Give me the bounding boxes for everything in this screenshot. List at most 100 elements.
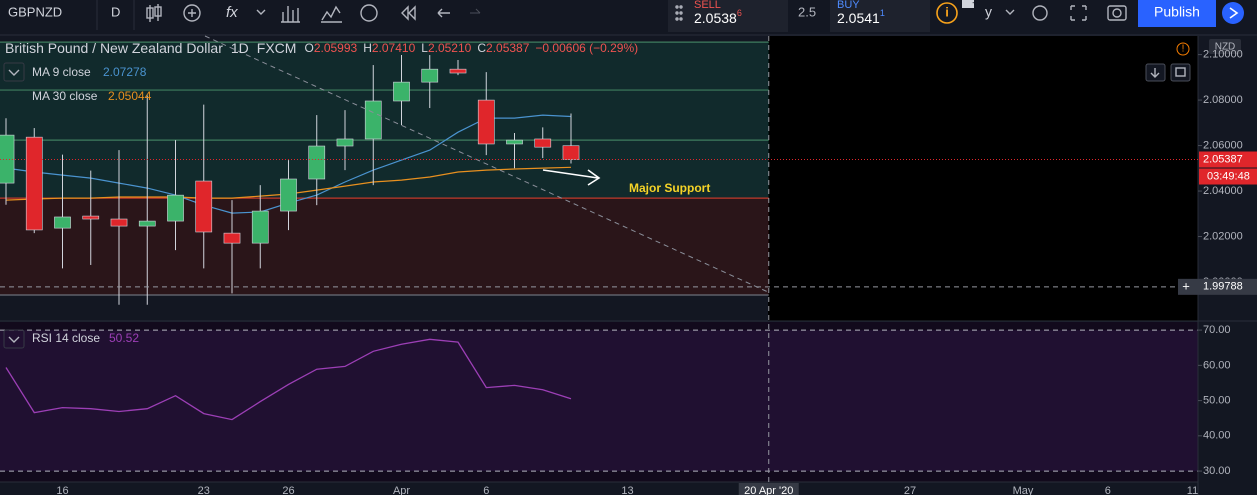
candle-body	[449, 68, 467, 74]
x-tick-label: Apr	[393, 485, 410, 495]
y-tick-label: 2.10000	[1203, 49, 1243, 61]
toolbar: GBPNZD D fx SELL 2.05386 2.5 BUY 2.05411…	[0, 0, 1257, 36]
open-value: 2.05993	[314, 41, 358, 55]
crosshair-y-box	[1178, 278, 1257, 295]
scroll-glyph	[1150, 68, 1160, 78]
fullscreen-icon[interactable]	[1070, 5, 1087, 21]
resistance-zone	[0, 198, 769, 295]
snapshot-icon[interactable]	[1107, 5, 1127, 21]
symbol[interactable]: GBPNZD	[8, 4, 62, 19]
crosshair-y-label: 1.99788	[1203, 281, 1243, 293]
pair: British Pound / New Zealand Dollar	[5, 40, 223, 56]
legend: British Pound / New Zealand Dollar 1D FXCM…	[3, 39, 1241, 349]
x-tick-label: 26	[282, 485, 294, 495]
change: −0.00606 (−0.29%)	[535, 41, 638, 55]
play-button[interactable]	[1222, 2, 1244, 24]
candle-body	[280, 178, 297, 212]
plus-icon	[188, 9, 196, 17]
currency: NZD	[1215, 42, 1236, 53]
y-tick-label: 2.02000	[1203, 230, 1243, 242]
candle-body	[110, 218, 128, 227]
collapse-button[interactable]	[3, 329, 25, 349]
maximize-glyph	[1175, 67, 1186, 77]
fx-icon[interactable]: fx	[226, 4, 238, 21]
add-indicator-icon[interactable]	[183, 4, 201, 22]
high-value: 2.07410	[372, 41, 416, 55]
rsi-label: RSI 14 close	[32, 331, 100, 345]
low-value: 2.05210	[428, 41, 472, 55]
x-tick-label: May	[1013, 485, 1034, 495]
legend-title: British Pound / New Zealand Dollar 1D FXCM…	[5, 40, 638, 56]
y-tick-label: 2.08000	[1203, 94, 1243, 106]
legend-interval: 1D	[231, 40, 249, 56]
compare-icon[interactable]	[321, 5, 342, 23]
candle-body	[138, 220, 156, 227]
x-tick-label: 23	[198, 485, 210, 495]
high-label: H	[363, 41, 372, 55]
plus-button[interactable]	[962, 0, 974, 8]
candle-body	[251, 210, 269, 244]
redo-icon[interactable]	[470, 8, 481, 14]
alert-icon[interactable]	[360, 4, 378, 22]
dropdown-icon[interactable]	[256, 9, 266, 15]
y-tick-label: 30.00	[1203, 465, 1231, 477]
arrow	[542, 169, 601, 186]
replay-icon[interactable]	[401, 5, 416, 21]
trend-line	[204, 35, 769, 293]
settings-icon[interactable]	[1032, 5, 1048, 21]
close-label: C	[477, 41, 486, 55]
ma30-label: MA 30 close	[32, 89, 98, 103]
sell-box[interactable]	[668, 0, 788, 32]
spread: 2.5	[798, 4, 816, 19]
candle-body	[0, 134, 15, 184]
candle-body	[167, 194, 184, 222]
legend-source: FXCM	[257, 40, 297, 56]
candle-body	[421, 68, 439, 83]
candle-body	[393, 81, 410, 102]
y-tick-label: 2.06000	[1203, 139, 1243, 151]
candle-body	[506, 139, 523, 145]
rsi-line	[5, 338, 572, 421]
ma9-value: 2.07278	[103, 65, 147, 79]
x-tick-label: 6	[483, 485, 489, 495]
y-tick-label: 2.04000	[1203, 185, 1243, 197]
buy-price-main: 2.0541	[837, 10, 880, 26]
future-area	[768, 36, 1198, 321]
candle-body	[308, 145, 326, 180]
chart-type-icon[interactable]	[146, 4, 162, 22]
x-tick-label: 6	[1105, 485, 1111, 495]
last-price-label: 2.05387	[1203, 153, 1243, 165]
bars-icon[interactable]	[281, 6, 300, 23]
ma9-label: MA 9 close	[32, 65, 91, 79]
publish-button[interactable]	[1138, 0, 1216, 27]
close-value: 2.05387	[486, 41, 530, 55]
x-tick-label: 27	[904, 485, 916, 495]
undo-icon[interactable]	[437, 8, 450, 18]
buy-pip: 1	[880, 8, 885, 18]
candle-body	[562, 145, 580, 160]
publish-label: Publish	[1154, 4, 1200, 20]
ma30-value: 2.05044	[108, 89, 152, 103]
toolbar-bg	[0, 0, 1257, 35]
info-icon[interactable]	[936, 2, 958, 24]
sell-pip: 6	[737, 8, 742, 18]
candle-body	[534, 138, 552, 148]
x-tick-label: 16	[56, 485, 68, 495]
x-tick-label: 20 Apr '20	[744, 485, 793, 495]
buy-box[interactable]	[830, 0, 930, 32]
dropdown-icon[interactable]	[1005, 9, 1015, 15]
timer: 03:49:48	[1207, 170, 1250, 182]
candle-body	[25, 136, 43, 231]
maximize-button[interactable]	[1170, 63, 1191, 82]
buy-price: 2.05411	[837, 8, 885, 25]
candle-body	[223, 232, 241, 244]
warning-icon[interactable]	[1176, 42, 1190, 56]
candle-body	[477, 99, 495, 145]
collapse-button[interactable]	[3, 62, 25, 82]
crosshair-plus: +	[1182, 278, 1190, 293]
sell-price-main: 2.0538	[694, 10, 737, 26]
support-zone	[0, 42, 769, 199]
interval[interactable]: D	[111, 4, 120, 19]
